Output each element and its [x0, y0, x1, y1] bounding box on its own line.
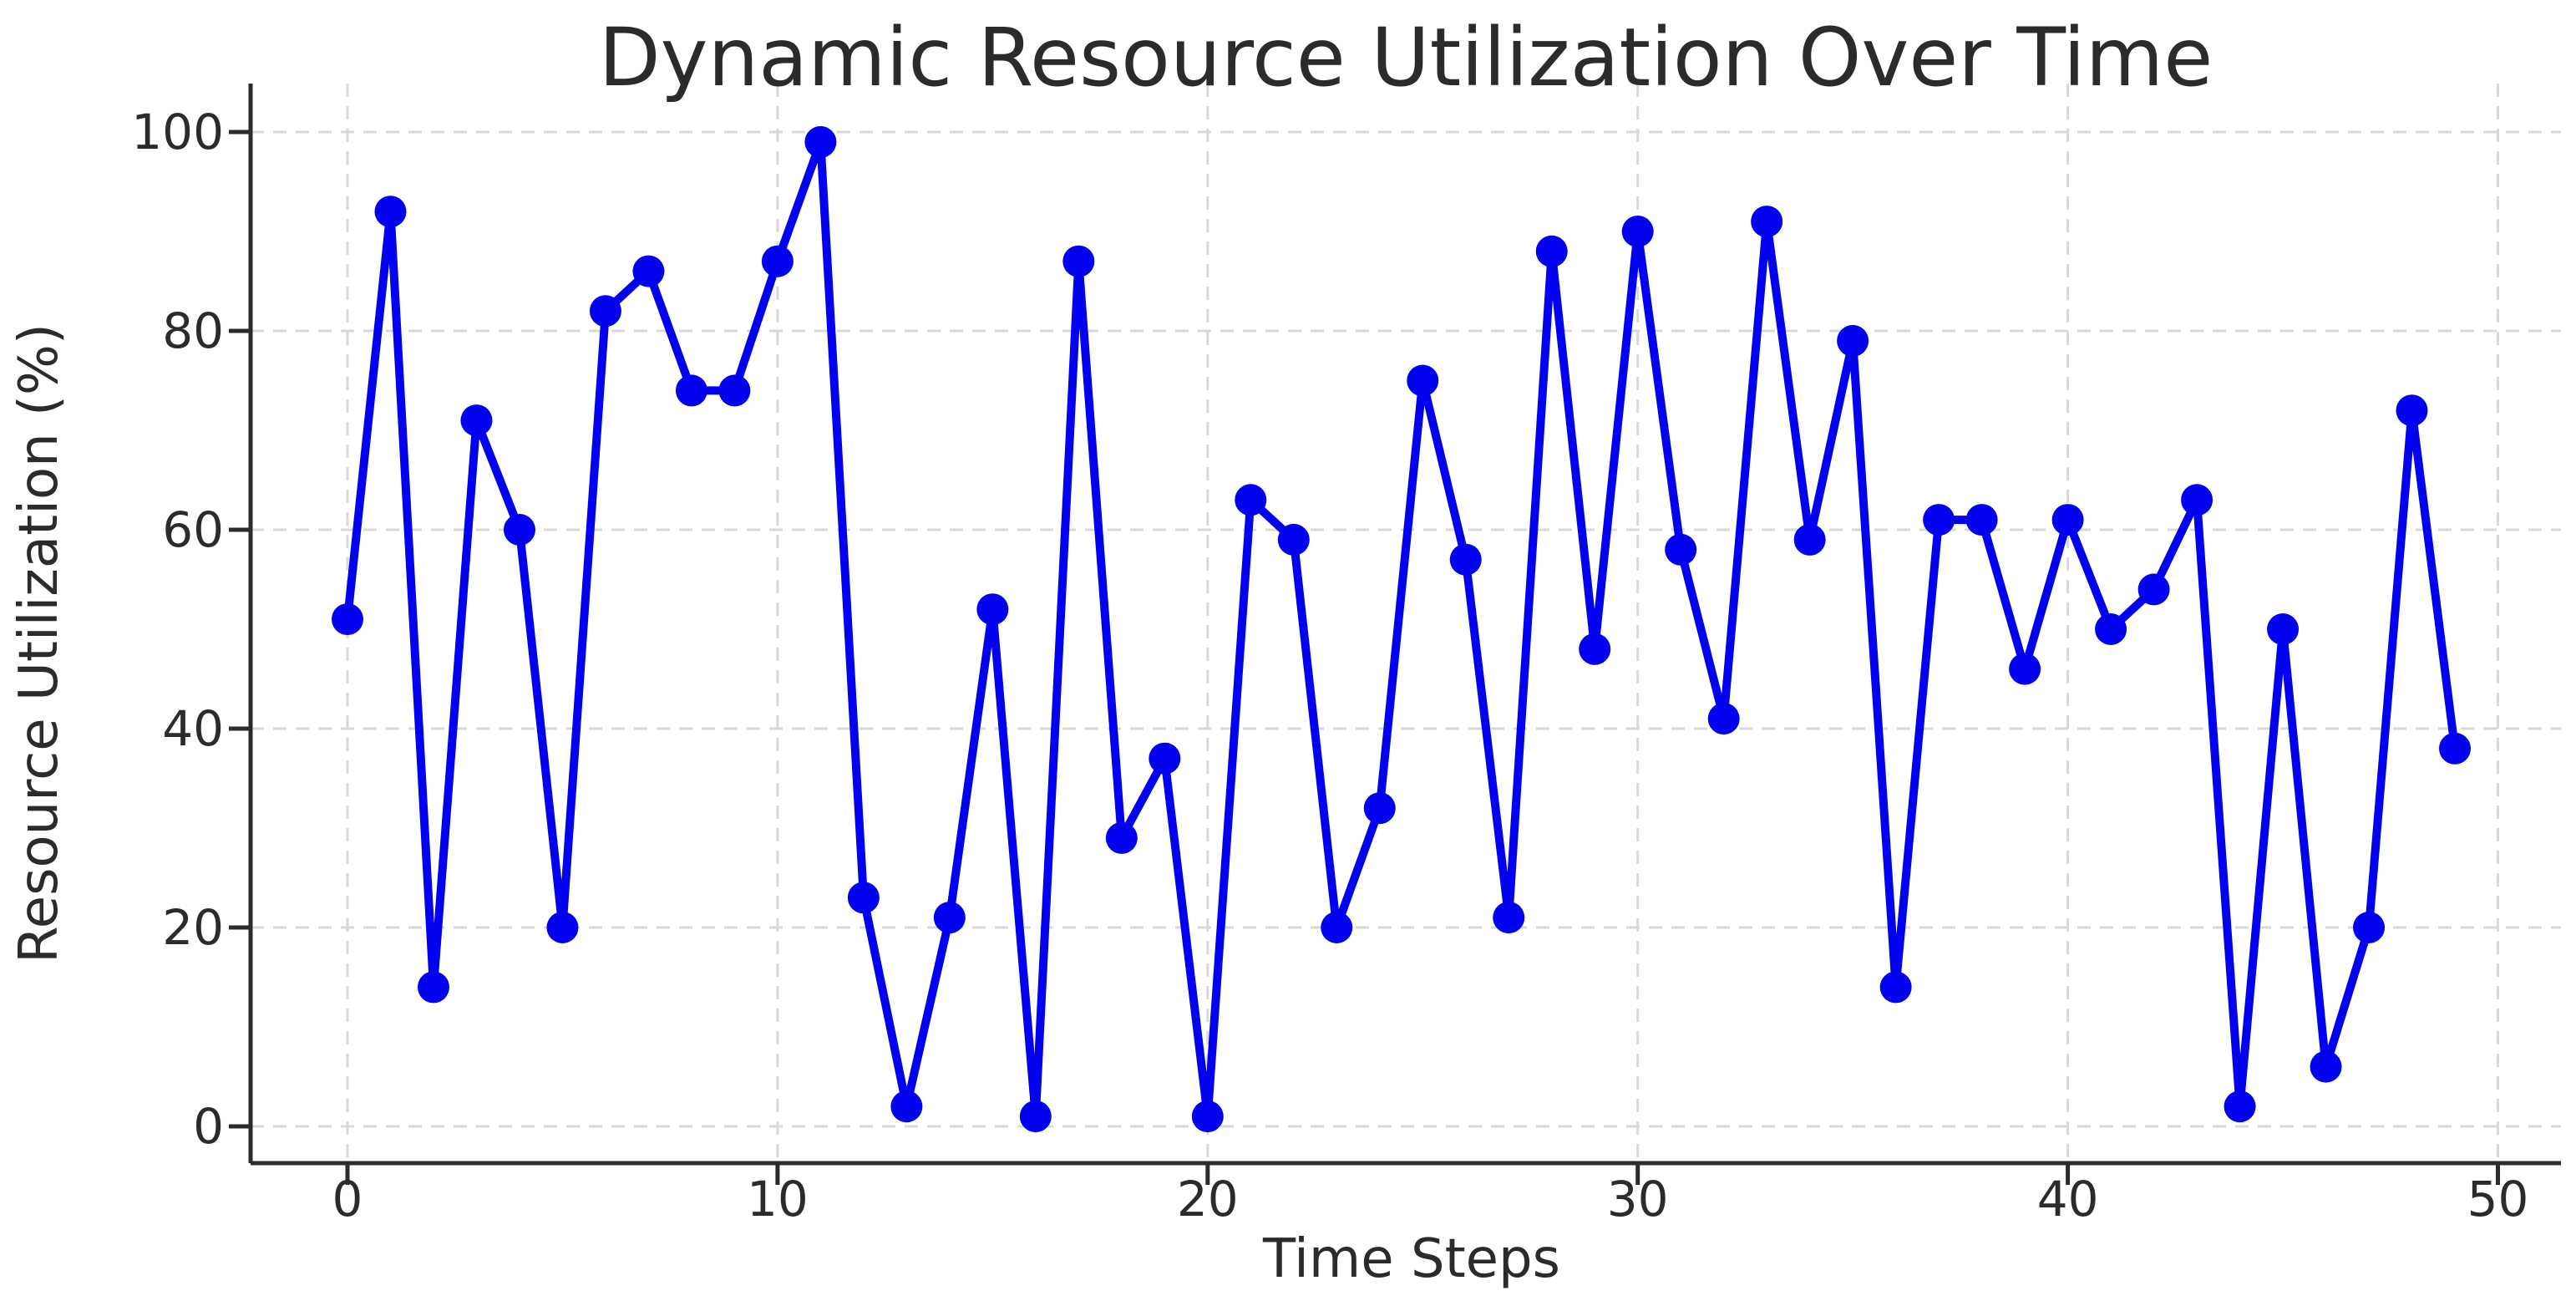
data-point	[417, 971, 449, 1004]
data-point	[1535, 235, 1568, 267]
x-tick-label: 20	[1177, 1171, 1239, 1227]
data-point	[1793, 523, 1826, 556]
data-point	[1149, 742, 1181, 775]
y-tick-label: 100	[131, 104, 224, 160]
data-point	[675, 374, 707, 407]
tick-marks	[229, 130, 2500, 1185]
data-point	[2439, 732, 2472, 765]
data-point	[374, 196, 407, 228]
data-point	[1751, 206, 1783, 238]
y-tick-label: 60	[162, 501, 224, 558]
data-point	[1707, 703, 1740, 735]
data-point	[2009, 653, 2041, 685]
gridlines	[251, 84, 2561, 1163]
data-point	[1191, 1100, 1224, 1133]
data-point	[2051, 504, 2084, 536]
data-point	[1449, 543, 1482, 576]
data-point	[2353, 912, 2386, 943]
data-point	[332, 603, 363, 636]
x-tick-label: 50	[2467, 1171, 2529, 1227]
x-axis-label: Time Steps	[1262, 1228, 1560, 1290]
data-point	[761, 245, 794, 277]
data-point	[460, 404, 493, 437]
data-point	[1923, 504, 1955, 536]
data-point	[1321, 912, 1353, 943]
data-point	[2267, 613, 2300, 645]
data-point	[2181, 484, 2213, 516]
data-point	[2396, 394, 2428, 427]
data-point	[1062, 245, 1095, 277]
data-point	[1965, 504, 1998, 536]
data-series	[332, 125, 2472, 1133]
data-point	[933, 902, 966, 934]
x-tick-label: 10	[747, 1171, 809, 1227]
y-tick-label: 40	[162, 700, 224, 757]
data-point	[1235, 484, 1267, 516]
data-point	[2224, 1090, 2256, 1123]
data-point	[847, 882, 880, 914]
x-tick-label: 40	[2037, 1171, 2099, 1227]
data-point	[1621, 216, 1654, 247]
data-point	[546, 912, 579, 943]
data-point	[503, 514, 535, 546]
data-point	[890, 1090, 923, 1123]
chart-title: Dynamic Resource Utilization Over Time	[599, 11, 2213, 104]
data-point	[804, 125, 837, 158]
series-line	[343, 137, 2460, 1121]
data-point	[1105, 821, 1138, 854]
axes-spines	[248, 84, 2561, 1166]
data-point	[976, 593, 1009, 626]
data-point	[2095, 613, 2127, 645]
data-point	[1879, 971, 1912, 1004]
data-point	[1579, 633, 1611, 665]
data-point	[589, 295, 621, 328]
y-tick-label: 0	[193, 1098, 224, 1155]
data-point	[1665, 533, 1697, 566]
y-tick-labels: 0 20 40 60 80 100	[131, 104, 224, 1155]
y-tick-label: 20	[162, 899, 224, 956]
data-point	[1019, 1100, 1052, 1133]
y-tick-label: 80	[162, 302, 224, 359]
data-point	[2310, 1050, 2342, 1083]
data-point	[1363, 792, 1396, 825]
x-tick-label: 0	[332, 1171, 363, 1227]
data-point	[1407, 364, 1439, 397]
data-point	[1493, 902, 1525, 934]
x-tick-label: 30	[1607, 1171, 1669, 1227]
data-point	[1277, 523, 1310, 556]
data-point	[718, 374, 751, 407]
data-point	[1837, 324, 1869, 357]
data-point	[2137, 573, 2170, 606]
data-point	[632, 255, 665, 287]
y-axis-label: Resource Utilization (%)	[8, 323, 70, 963]
x-tick-labels: 0 10 20 30 40 50	[332, 1171, 2529, 1227]
